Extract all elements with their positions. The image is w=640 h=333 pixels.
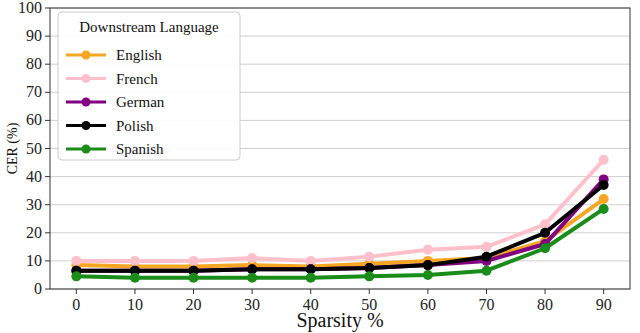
legend-marker (82, 74, 91, 83)
series-marker (247, 253, 257, 263)
grid-line (50, 204, 630, 205)
x-tick (427, 289, 428, 294)
y-tick-label: 0 (34, 280, 42, 297)
x-tick-label: 30 (244, 296, 260, 313)
y-tick (45, 64, 50, 65)
x-tick (193, 289, 194, 294)
y-tick (45, 260, 50, 261)
series-marker (423, 270, 433, 280)
y-tick-label: 90 (26, 27, 42, 44)
series-marker (481, 266, 491, 276)
y-tick-label: 50 (26, 140, 42, 157)
y-tick-label: 70 (26, 83, 42, 100)
x-tick (603, 289, 604, 294)
legend-label: Spanish (116, 141, 164, 157)
legend-label: German (116, 94, 165, 110)
chart: 0102030405060708090100010203040506070809… (0, 0, 640, 333)
legend: Downstream Language English French German Po… (58, 12, 240, 160)
plot-area (71, 155, 608, 283)
series-line (76, 209, 603, 278)
x-tick-label: 70 (478, 296, 494, 313)
legend-label: Polish (116, 118, 154, 134)
series-marker (189, 256, 199, 266)
series-marker (130, 273, 140, 283)
y-tick (45, 8, 50, 9)
series-marker (189, 273, 199, 283)
y-tick (45, 92, 50, 93)
y-tick-label: 10 (26, 252, 42, 269)
x-tick-label: 20 (186, 296, 202, 313)
x-tick-label: 60 (420, 296, 436, 313)
y-tick-label: 20 (26, 224, 42, 241)
series-marker (130, 256, 140, 266)
y-tick (45, 36, 50, 37)
series-marker (71, 271, 81, 281)
x-tick (486, 289, 487, 294)
series-marker (481, 242, 491, 252)
x-tick (545, 289, 546, 294)
series-marker (306, 273, 316, 283)
series-marker (540, 243, 550, 253)
series-marker (364, 252, 374, 262)
legend-title: Downstream Language (79, 19, 219, 35)
legend-marker (82, 121, 91, 130)
y-tick-label: 60 (26, 111, 42, 128)
series-marker (540, 228, 550, 238)
y-tick-label: 30 (26, 196, 42, 213)
y-tick (45, 120, 50, 121)
legend-label: French (116, 71, 158, 87)
series-marker (599, 204, 609, 214)
x-tick-label: 80 (537, 296, 553, 313)
series-marker (423, 260, 433, 270)
legend-marker (82, 51, 91, 60)
x-tick (369, 289, 370, 294)
y-tick-label: 80 (26, 55, 42, 72)
y-tick (45, 148, 50, 149)
x-tick-label: 90 (596, 296, 612, 313)
legend-label: English (116, 47, 162, 63)
series-marker (364, 271, 374, 281)
series-marker (481, 252, 491, 262)
x-tick (310, 289, 311, 294)
series-marker (247, 273, 257, 283)
series-marker (423, 245, 433, 255)
x-tick (252, 289, 253, 294)
y-tick (45, 289, 50, 290)
x-tick-label: 0 (72, 296, 80, 313)
series-marker (599, 194, 609, 204)
y-tick-label: 40 (26, 168, 42, 185)
series-marker (423, 260, 433, 270)
x-tick-label: 10 (127, 296, 143, 313)
y-tick-label: 100 (18, 0, 42, 16)
legend-marker (82, 98, 91, 107)
series-marker (71, 256, 81, 266)
legend-box (58, 12, 240, 160)
grid-line (50, 176, 630, 177)
y-axis-label: CER (%) (5, 122, 21, 174)
y-tick (45, 232, 50, 233)
x-axis-label: Sparsity % (296, 309, 383, 332)
x-tick (76, 289, 77, 294)
y-tick (45, 204, 50, 205)
y-tick (45, 176, 50, 177)
x-tick (134, 289, 135, 294)
plot-frame (50, 8, 630, 289)
series-marker (599, 155, 609, 165)
series-line (76, 160, 603, 261)
legend-marker (82, 145, 91, 154)
series-marker (599, 180, 609, 190)
